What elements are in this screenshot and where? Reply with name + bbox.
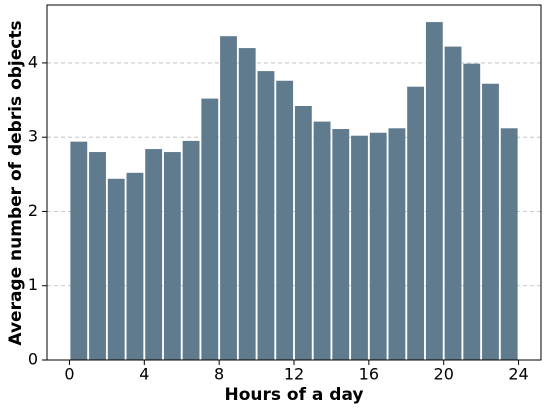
bar — [444, 46, 462, 360]
bar — [107, 178, 125, 360]
bar — [126, 172, 144, 360]
bar — [369, 132, 387, 360]
x-tick-label: 12 — [284, 365, 304, 384]
bar — [70, 141, 88, 360]
y-tick-label: 3 — [28, 127, 38, 146]
bar — [351, 135, 368, 360]
bar — [313, 121, 331, 360]
bar — [425, 22, 443, 360]
y-tick-label: 4 — [28, 52, 38, 71]
bar — [332, 129, 350, 360]
x-tick-label: 24 — [508, 365, 528, 384]
bar — [182, 140, 200, 360]
bar — [238, 48, 256, 360]
y-tick-label: 1 — [28, 275, 38, 294]
x-tick-label: 0 — [64, 365, 74, 384]
bar — [463, 63, 481, 361]
bar — [294, 106, 312, 360]
x-tick-label: 20 — [434, 365, 454, 384]
bar — [500, 128, 518, 360]
bar — [145, 149, 163, 360]
x-tick-label: 4 — [139, 365, 149, 384]
bar — [89, 152, 106, 360]
bar — [407, 86, 425, 361]
bar — [257, 71, 275, 360]
bar — [163, 152, 181, 360]
y-axis-label: Average number of debris objects — [6, 20, 26, 345]
bar — [482, 83, 499, 360]
plot-frame — [46, 4, 542, 361]
y-tick-label: 2 — [28, 201, 38, 220]
y-tick-label: 0 — [28, 350, 38, 369]
bar — [201, 98, 219, 361]
bar — [388, 128, 406, 360]
x-tick-label: 16 — [359, 365, 379, 384]
bar — [220, 36, 237, 360]
bar — [276, 80, 294, 360]
x-axis-label: Hours of a day — [224, 385, 363, 405]
x-tick-label: 8 — [214, 365, 224, 384]
